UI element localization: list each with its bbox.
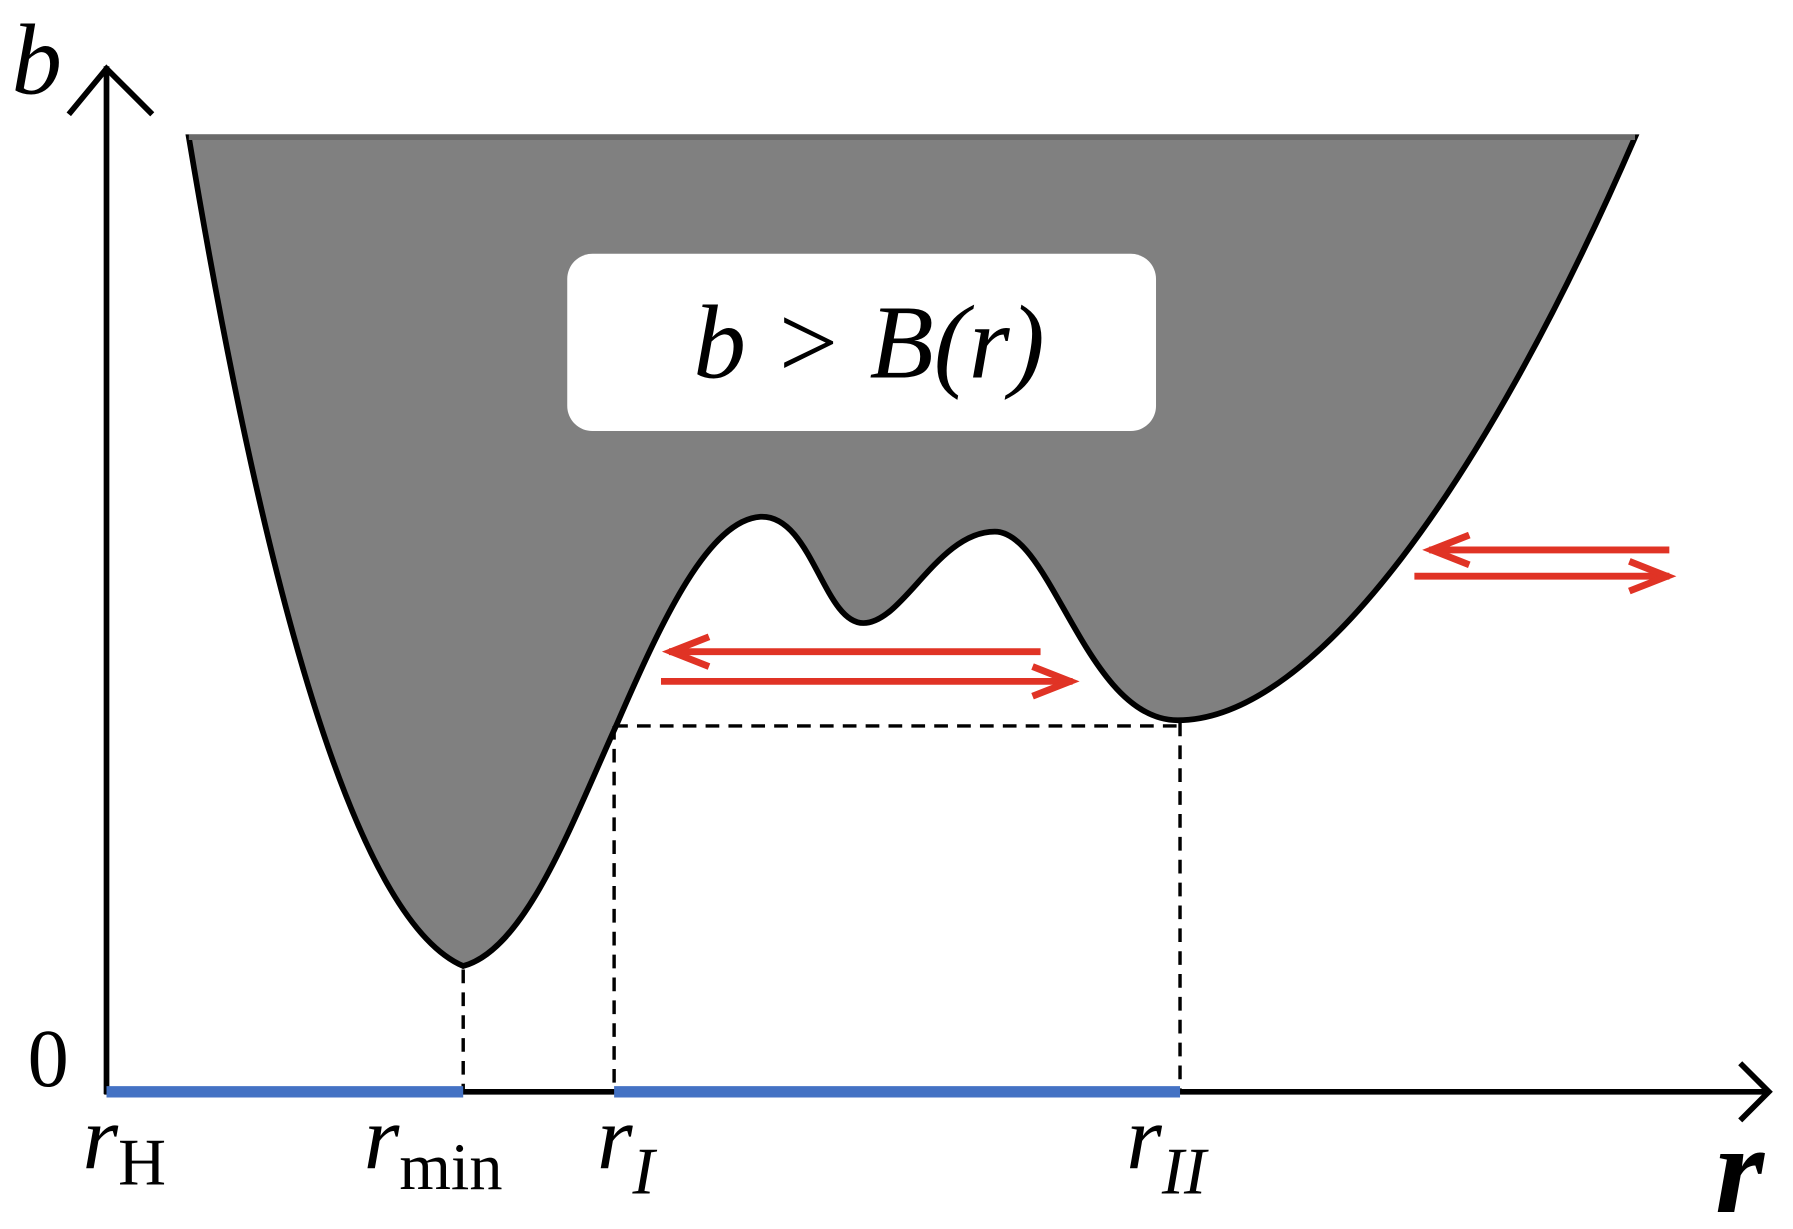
region-label-box (567, 253, 1157, 432)
label-part: II (1161, 1136, 1209, 1209)
y-axis-label: b (12, 4, 62, 116)
label-part: min (399, 1131, 502, 1204)
label-part: r (83, 1086, 119, 1188)
x-axis-label: r (1715, 1101, 1765, 1229)
region-label: b > B(r) (693, 283, 1044, 400)
forbidden-region (185, 134, 1640, 970)
marker-label: rI (597, 1086, 658, 1208)
dashed-guides (461, 722, 1182, 1092)
marker-label: rII (1126, 1086, 1209, 1208)
label-part: r (597, 1086, 633, 1188)
marker-label: rmin (364, 1086, 503, 1204)
origin-label: 0 (28, 1013, 69, 1104)
label-part: r (1126, 1086, 1162, 1188)
marker-label: rH (83, 1086, 166, 1199)
label-part: I (632, 1136, 658, 1209)
label-part: H (118, 1126, 166, 1199)
oscillation-arrows (660, 531, 1677, 700)
label-part: r (364, 1086, 400, 1188)
